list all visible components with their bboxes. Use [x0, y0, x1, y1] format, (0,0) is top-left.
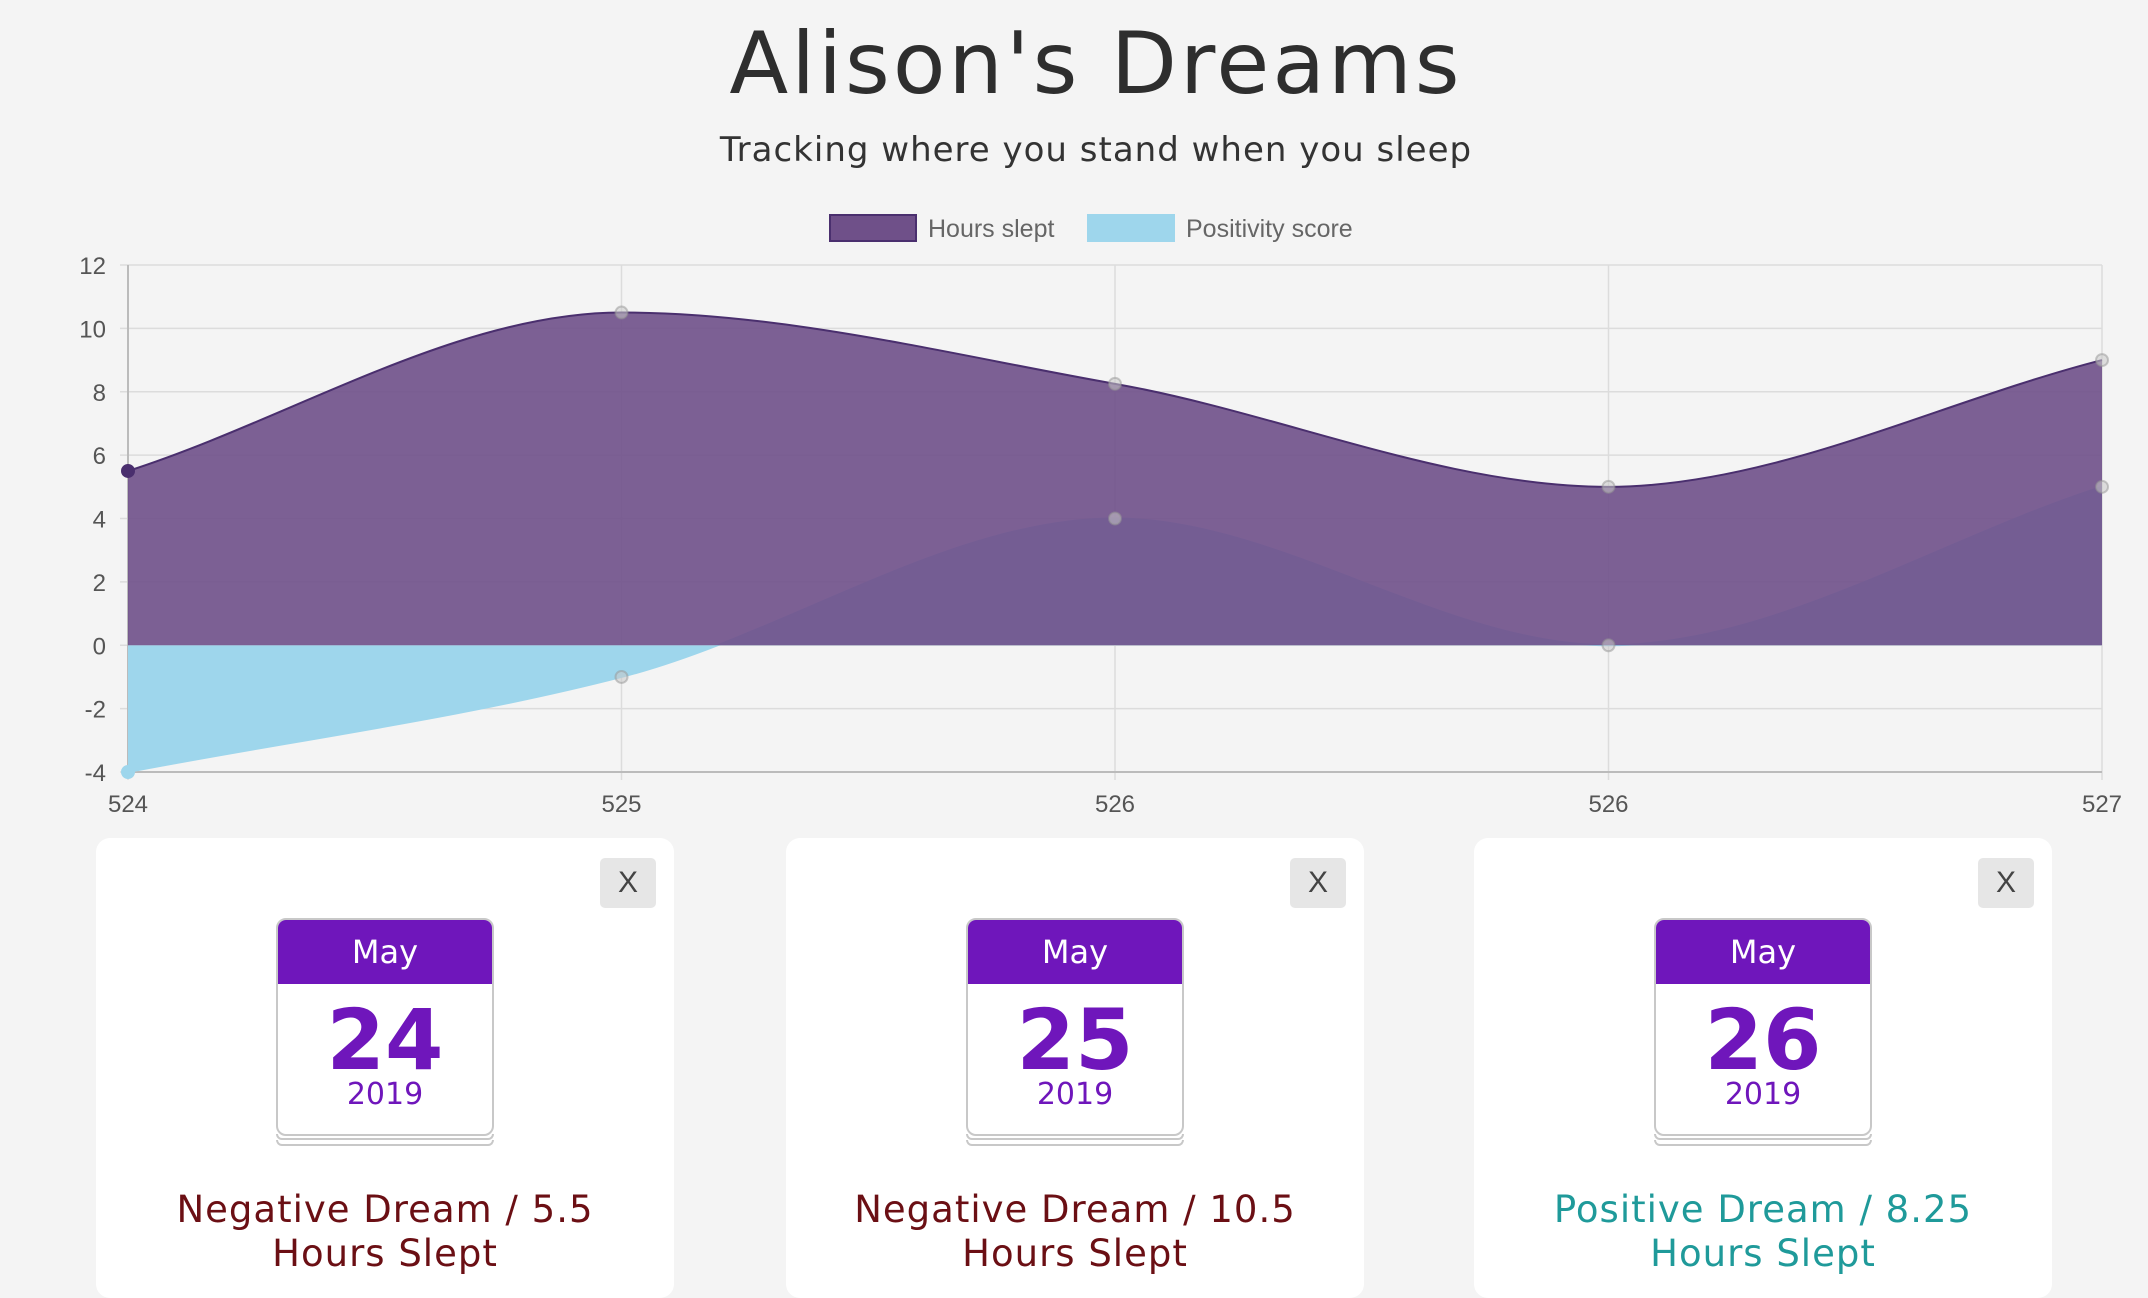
dreams-chart: Hours slept Positivity score 12 10 8 6 4 2 0 -2 -4…: [79, 214, 2122, 818]
dream-summary: Positive Dream / 8.25 Hours Slept: [1474, 1188, 2052, 1276]
y-tick-label: 6: [93, 443, 106, 470]
close-button[interactable]: X: [1290, 858, 1346, 908]
legend-swatch: [829, 214, 917, 242]
calendar-day: 26: [1704, 991, 1822, 1089]
calendar-year: 2019: [1724, 1077, 1802, 1112]
positivity-point: [1601, 638, 1616, 653]
calendar-icon: May 24 2019: [276, 918, 494, 1150]
calendar-year: 2019: [1036, 1077, 1114, 1112]
y-tick-label: 8: [93, 380, 106, 407]
dream-type-hours: Negative Dream / 5.5: [176, 1188, 594, 1231]
hours-slept-point: [1601, 479, 1616, 494]
hours-slept-point: [121, 463, 135, 478]
hours-slept-point: [1108, 376, 1122, 391]
page-subtitle: Tracking where you stand when you sleep: [719, 130, 1473, 170]
y-tick-label: -2: [85, 697, 106, 724]
hours-slept-label: Hours Slept: [272, 1232, 498, 1275]
x-tick-label: 525: [601, 791, 641, 818]
calendar-month: May: [1656, 920, 1870, 984]
calendar-month: May: [278, 920, 492, 984]
hours-slept-label: Hours Slept: [1650, 1232, 1876, 1275]
dream-card: X May 26 2019 Positive Dream / 8.25 Hour…: [1474, 838, 2052, 1298]
y-tick-label: -4: [85, 760, 106, 787]
positivity-point: [1108, 511, 1122, 526]
positivity-point: [614, 669, 629, 684]
dream-card: X May 25 2019 Negative Dream / 10.5 Hour…: [786, 838, 1364, 1298]
x-tick-label: 527: [2082, 791, 2122, 818]
calendar-icon: May 26 2019: [1654, 918, 1872, 1150]
dream-type-hours: Negative Dream / 10.5: [854, 1188, 1296, 1231]
dream-card: X May 24 2019 Negative Dream / 5.5 Hours…: [96, 838, 674, 1298]
positivity-point: [2095, 479, 2109, 494]
y-tick-label: 0: [93, 633, 106, 660]
close-button[interactable]: X: [600, 858, 656, 908]
y-tick-label: 10: [79, 316, 106, 343]
legend-label: Positivity score: [1186, 215, 1353, 243]
x-tick-label: 526: [1588, 791, 1628, 818]
hours-slept-point: [614, 305, 629, 320]
x-tick-label: 526: [1095, 791, 1135, 818]
legend-label: Hours slept: [928, 215, 1054, 243]
hours-slept-area: [128, 312, 2102, 646]
dream-type-hours: Positive Dream / 8.25: [1553, 1188, 1973, 1231]
close-button[interactable]: X: [1978, 858, 2034, 908]
hours-slept-label: Hours Slept: [962, 1232, 1188, 1275]
positivity-point: [121, 765, 135, 779]
legend-swatch: [1087, 214, 1175, 242]
x-tick-label: 524: [108, 791, 148, 818]
calendar-month: May: [968, 920, 1182, 984]
y-tick-label: 4: [93, 507, 106, 534]
dream-summary: Negative Dream / 5.5 Hours Slept: [96, 1188, 674, 1276]
hours-slept-point: [2095, 353, 2109, 368]
calendar-day: 24: [326, 991, 444, 1089]
y-tick-label: 2: [93, 570, 106, 597]
page-title: Alison's Dreams: [729, 14, 1463, 114]
calendar-year: 2019: [346, 1077, 424, 1112]
calendar-day: 25: [1016, 991, 1134, 1089]
calendar-icon: May 25 2019: [966, 918, 1184, 1150]
y-tick-label: 12: [79, 253, 106, 280]
dream-summary: Negative Dream / 10.5 Hours Slept: [786, 1188, 1364, 1276]
